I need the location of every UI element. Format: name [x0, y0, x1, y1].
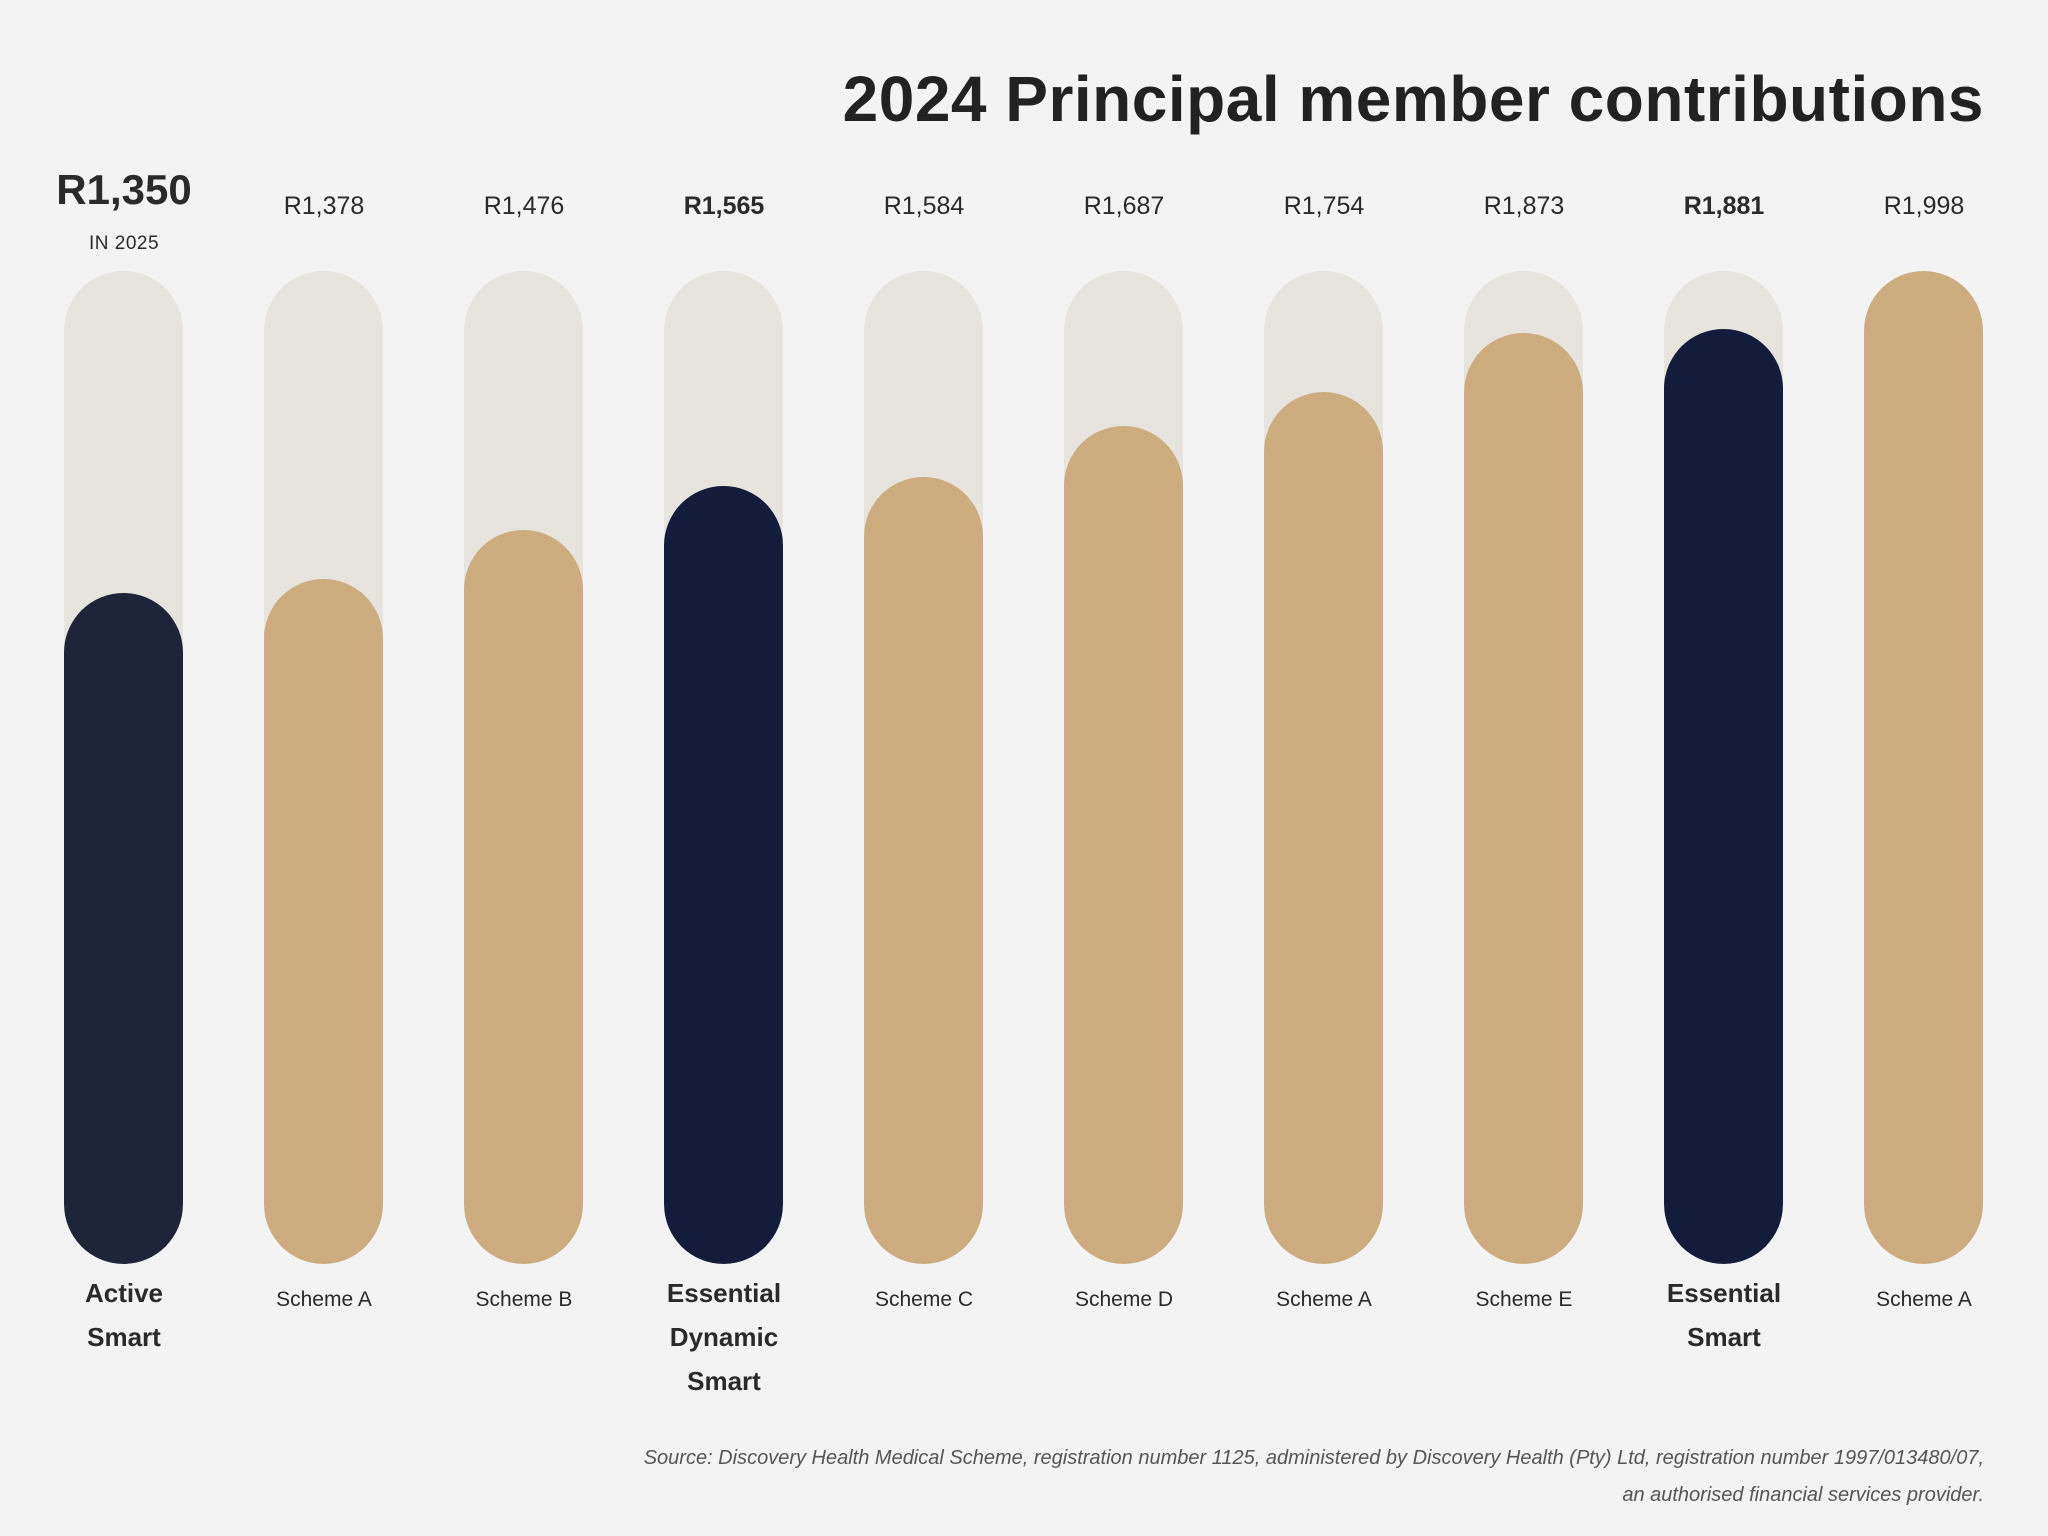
bar-track	[664, 271, 783, 1264]
bar-column: R1,687 Scheme D	[1024, 0, 1224, 1420]
bar-category-label-line: Scheme E	[1475, 1288, 1573, 1311]
bar-chart: R1,350 IN 2025 Active Smart R1,378 Scheme A R1…	[24, 0, 2024, 1420]
bar-value-label: R1,565	[683, 192, 765, 220]
source-note: Source: Discovery Health Medical Scheme,…	[644, 1440, 1984, 1514]
bar-category-label-line: Essential	[666, 1278, 782, 1308]
bar-category-label: Essential Smart	[1624, 1271, 1824, 1359]
bar-value-label: R1,584	[883, 192, 965, 220]
bar	[664, 486, 783, 1264]
bar	[264, 579, 383, 1264]
bar-value-label: R1,350	[56, 166, 192, 213]
bar-category-label: Scheme A	[1224, 1278, 1424, 1322]
source-line-2: an authorised financial services provide…	[1622, 1484, 1984, 1506]
bar-track	[1264, 271, 1383, 1264]
bar-category-label: Scheme A	[224, 1278, 424, 1322]
bar-track	[864, 271, 983, 1264]
bar-category-label-line: Smart	[87, 1322, 161, 1352]
bar-column: R1,378 Scheme A	[224, 0, 424, 1420]
bar-value-label: R1,378	[283, 192, 365, 220]
bar-category-label-line: Scheme C	[874, 1288, 974, 1311]
bar-column: R1,998 Scheme A	[1824, 0, 2024, 1420]
bar-category-label-line: Essential	[1666, 1278, 1782, 1308]
bar-track	[64, 271, 183, 1264]
bar-category-label-line: Scheme D	[1074, 1288, 1174, 1311]
bar-track	[464, 271, 583, 1264]
bar	[1264, 392, 1383, 1264]
bar-value-label: R1,881	[1683, 192, 1765, 220]
bar-category-label: Scheme D	[1024, 1278, 1224, 1322]
bar-track	[264, 271, 383, 1264]
bar-sub-label: IN 2025	[88, 233, 160, 254]
bar	[1864, 271, 1983, 1264]
bar-category-label-line: Scheme B	[475, 1288, 573, 1311]
bar-track	[1864, 271, 1983, 1264]
bar-column: R1,881 Essential Smart	[1624, 0, 1824, 1420]
bar-value-label: R1,476	[483, 192, 565, 220]
bar-category-label-line: Scheme A	[1276, 1288, 1372, 1311]
bar-category-label-line: Scheme A	[1876, 1288, 1972, 1311]
bar	[1064, 426, 1183, 1264]
bar-value-label: R1,998	[1883, 192, 1965, 220]
bar-category-label: Scheme E	[1424, 1278, 1624, 1322]
bar-category-label: Scheme A	[1824, 1278, 2024, 1322]
bar-track	[1464, 271, 1583, 1264]
bar-column: R1,584 Scheme C	[824, 0, 1024, 1420]
bar	[1664, 329, 1783, 1264]
bar-column: R1,873 Scheme E	[1424, 0, 1624, 1420]
bar-column: R1,754 Scheme A	[1224, 0, 1424, 1420]
bar-column: R1,565 Essential Dynamic Smart	[624, 0, 824, 1420]
bar-column: R1,476 Scheme B	[424, 0, 624, 1420]
bar-category-label-line: Smart	[1687, 1322, 1761, 1352]
bar-category-label-line: Dynamic	[669, 1322, 779, 1352]
bar-category-label-line: Scheme A	[276, 1288, 372, 1311]
bar-track	[1064, 271, 1183, 1264]
chart-title: 2024 Principal member contributions	[842, 63, 1984, 135]
bar-category-label-line: Active	[84, 1278, 164, 1308]
bar-value-label: R1,754	[1283, 192, 1365, 220]
bar-category-label: Scheme B	[424, 1278, 624, 1322]
bar	[64, 593, 183, 1264]
bar-column: R1,350 IN 2025 Active Smart	[24, 0, 224, 1420]
bar-category-label: Scheme C	[824, 1278, 1024, 1322]
bar	[864, 477, 983, 1264]
bar-category-label-line: Smart	[687, 1366, 761, 1396]
bar-value-label: R1,687	[1083, 192, 1165, 220]
bar-category-label: Active Smart	[24, 1271, 224, 1359]
bar	[464, 530, 583, 1264]
bar-track	[1664, 271, 1783, 1264]
source-line-1: Source: Discovery Health Medical Scheme,…	[643, 1447, 1984, 1469]
bar	[1464, 333, 1583, 1264]
bar-category-label: Essential Dynamic Smart	[624, 1271, 824, 1403]
bar-value-label: R1,873	[1483, 192, 1565, 220]
